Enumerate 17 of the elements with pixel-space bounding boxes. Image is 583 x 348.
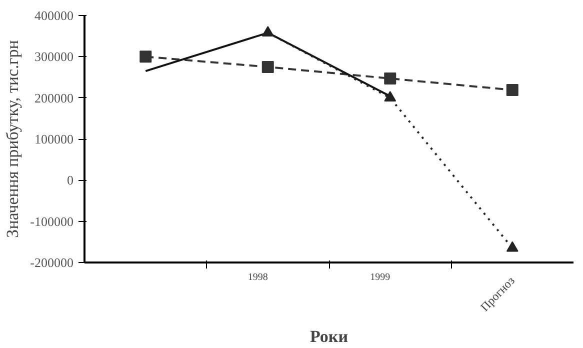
point bbox=[262, 60, 274, 73]
y-tick-label: 200000 bbox=[34, 90, 74, 106]
y-tick-label: -100000 bbox=[30, 214, 74, 229]
point bbox=[140, 50, 152, 63]
y-tick-label: 300000 bbox=[34, 49, 74, 64]
x-tick-label: 1999 bbox=[370, 272, 390, 283]
y-axis-title: Значення прибутку, тис.грн bbox=[3, 40, 22, 238]
y-tick-label: 100000 bbox=[34, 132, 74, 146]
x-axis-title: Роки bbox=[310, 326, 348, 346]
point bbox=[506, 241, 518, 252]
y-tick-label: 0 bbox=[67, 172, 74, 188]
point bbox=[384, 90, 396, 102]
y-tick-label: 400000 bbox=[34, 8, 74, 23]
y-tick-label: -200000 bbox=[30, 255, 74, 270]
x-tick-label: 1998 bbox=[248, 272, 268, 283]
point bbox=[384, 72, 396, 84]
point bbox=[506, 84, 518, 96]
